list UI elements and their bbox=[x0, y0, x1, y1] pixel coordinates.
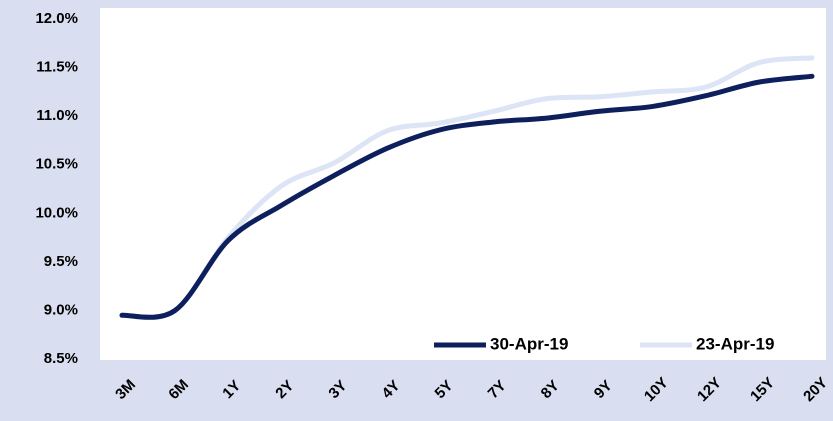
y-tick-label: 8.5% bbox=[44, 350, 78, 367]
x-tick-label: 4Y bbox=[379, 377, 404, 402]
y-tick-label: 12.0% bbox=[35, 10, 78, 27]
x-tick-label: 3Y bbox=[325, 377, 350, 402]
y-tick-label: 9.0% bbox=[44, 301, 78, 318]
x-tick-label: 6M bbox=[165, 376, 192, 403]
x-tick-label: 15Y bbox=[747, 374, 778, 405]
x-tick-label: 1Y bbox=[219, 377, 244, 402]
plot-area bbox=[100, 8, 826, 360]
series-line bbox=[119, 73, 815, 320]
y-tick-label: 11.0% bbox=[36, 107, 78, 124]
x-tick-label: 12Y bbox=[694, 374, 725, 405]
x-tick-label: 7Y bbox=[485, 377, 510, 402]
y-tick-label: 10.5% bbox=[35, 156, 78, 173]
x-tick-label: 20Y bbox=[800, 374, 831, 405]
x-tick-label: 3M bbox=[112, 376, 139, 403]
legend-label: 30-Apr-19 bbox=[490, 334, 568, 353]
y-tick-label: 9.5% bbox=[44, 253, 78, 270]
x-tick-label: 8Y bbox=[538, 377, 563, 402]
x-tick-label: 2Y bbox=[272, 377, 297, 402]
y-tick-label: 10.0% bbox=[35, 204, 78, 221]
x-tick-label: 10Y bbox=[641, 374, 672, 405]
y-tick-label: 11.5% bbox=[36, 59, 78, 76]
x-tick-label: 5Y bbox=[432, 377, 457, 402]
x-tick-label: 9Y bbox=[591, 377, 616, 402]
legend-label: 23-Apr-19 bbox=[696, 334, 774, 353]
